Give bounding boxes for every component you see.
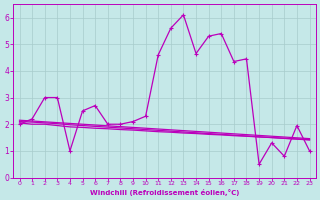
X-axis label: Windchill (Refroidissement éolien,°C): Windchill (Refroidissement éolien,°C) [90,189,239,196]
